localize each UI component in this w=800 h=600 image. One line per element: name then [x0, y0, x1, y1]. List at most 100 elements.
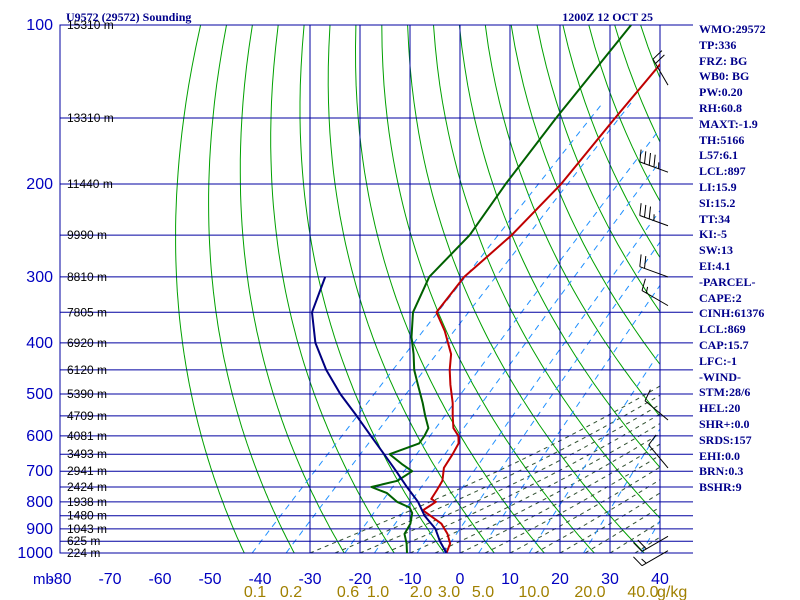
wind-barb: [652, 50, 669, 86]
height-label: 6920 m: [67, 336, 107, 350]
temperature-profile: [421, 62, 660, 553]
stat-item: FRZ: BG: [699, 53, 748, 68]
pressure-tick-label: 100: [26, 17, 53, 34]
mixing-ratio-line: [285, 101, 632, 553]
stat-item: TT:34: [699, 211, 731, 226]
mixing-ratio-label: 2.0: [410, 584, 432, 600]
height-label: 8810 m: [67, 270, 107, 284]
moist-adiabat: [409, 422, 660, 553]
wind-barb-staff: [641, 535, 669, 552]
dry-adiabat: [327, 25, 495, 553]
wind-barb-staff: [639, 215, 669, 227]
parcel-profile: [311, 276, 448, 553]
mixing-ratio-line: [416, 209, 660, 553]
pressure-tick-label: 200: [26, 176, 53, 193]
stat-item: CAP:15.7: [699, 337, 749, 352]
wind-barb-feather: [644, 204, 647, 218]
chart-subtitle: 1200Z 12 OCT 25: [562, 10, 653, 24]
wind-barb-feather: [633, 542, 643, 552]
stability-indices-list: WMO:29572 TP:336 FRZ: BG WB0: BG PW:0.20 RH:6…: [699, 22, 799, 496]
wind-barb-feather: [648, 206, 651, 219]
wind-barb-feather: [652, 50, 663, 60]
mixing-ratio-line: [344, 127, 660, 553]
wind-barb-feather: [644, 256, 647, 269]
temperature-tick-label: 30: [601, 571, 619, 588]
temperature-tick-label: 40: [651, 571, 669, 588]
height-label: 4081 m: [67, 429, 107, 443]
mixing-ratio-line: [251, 101, 604, 553]
mixing-ratio-label: 0.6: [337, 584, 359, 600]
stat-item: WMO:29572: [699, 22, 766, 36]
stat-item: TH:5166: [699, 132, 745, 147]
wind-barb: [641, 278, 669, 307]
wind-barb-feather: [648, 152, 651, 166]
stat-item: -WIND-: [699, 369, 741, 384]
stat-item: SW:13: [699, 243, 734, 258]
moist-adiabat: [584, 506, 660, 553]
moist-adiabat: [559, 492, 660, 553]
height-label: 625 m: [67, 534, 100, 548]
temperature-tick-label: -10: [398, 571, 421, 588]
dry-adiabat: [433, 25, 660, 519]
pressure-temperature-grid: [59, 24, 693, 554]
height-label: 2424 m: [67, 480, 107, 494]
wind-barb: [633, 550, 669, 567]
stat-item: BRN:0.3: [699, 464, 744, 479]
stat-item: STM:28/6: [699, 385, 751, 400]
temperature-tick-label: 10: [501, 571, 519, 588]
wind-barb: [639, 254, 669, 278]
stat-item: LFC:-1: [699, 353, 737, 368]
stat-item: CAPE:2: [699, 290, 742, 305]
wind-barb-feather: [639, 203, 642, 216]
stat-item: SHR+:0.0: [699, 416, 750, 431]
height-label: 5390 m: [67, 387, 107, 401]
moist-adiabat: [384, 413, 660, 553]
temperature-tick-label: -80: [48, 571, 71, 588]
dry-adiabat: [381, 25, 595, 553]
stat-item: RH:60.8: [699, 100, 742, 115]
height-label: 6120 m: [67, 363, 107, 377]
stat-item: HEL:20: [699, 401, 741, 416]
pressure-tick-label: 600: [26, 428, 53, 445]
mixing-ratio-label: 10.0: [518, 584, 549, 600]
height-label: 13310 m: [67, 111, 114, 125]
stat-item: MAXT:-1.9: [699, 116, 758, 131]
mixing-ratio-line: [373, 160, 660, 553]
profile-lines: [311, 25, 660, 553]
stat-item: CINH:61376: [699, 306, 765, 321]
wind-barb-staff: [639, 266, 669, 278]
wind-barb-feather: [644, 389, 651, 402]
dry-adiabat: [270, 25, 395, 553]
height-label: 7805 m: [67, 305, 107, 319]
temperature-tick-label: -40: [248, 571, 271, 588]
temperature-tick-label: -70: [98, 571, 121, 588]
moist-adiabat: [459, 443, 660, 553]
stat-item: SRDS:157: [699, 432, 752, 447]
height-label: 11440 m: [67, 177, 113, 191]
wind-barb-half-feather: [641, 558, 647, 564]
wind-barb-feather: [639, 149, 642, 162]
wind-barb-half-feather: [645, 286, 649, 294]
height-label: 2941 m: [67, 464, 107, 478]
mixing-ratio-label: 5.0: [472, 584, 494, 600]
stat-item: -PARCEL-: [699, 274, 756, 289]
pressure-tick-label: 700: [26, 463, 53, 480]
dry-adiabat: [208, 25, 295, 553]
mixing-ratio-line: [478, 284, 660, 553]
mixing-ratio-label: 40.0: [627, 584, 658, 600]
stat-item: WB0: BG: [699, 69, 750, 84]
temperature-tick-label: 0: [456, 571, 465, 588]
height-label: 3493 m: [67, 447, 107, 461]
temperature-tick-label: 20: [551, 571, 569, 588]
stat-item: LCL:869: [699, 322, 746, 337]
stat-item: L57:6.1: [699, 148, 738, 163]
height-label: 4709 m: [67, 409, 107, 423]
temperature-tick-label: -20: [348, 571, 371, 588]
wind-barb-staff: [648, 444, 669, 469]
wind-barbs: [633, 50, 669, 567]
stat-item: TP:336: [699, 37, 737, 52]
mixing-ratio-label: 1.0: [367, 584, 389, 600]
mixing-ratio-label: 20.0: [574, 584, 605, 600]
